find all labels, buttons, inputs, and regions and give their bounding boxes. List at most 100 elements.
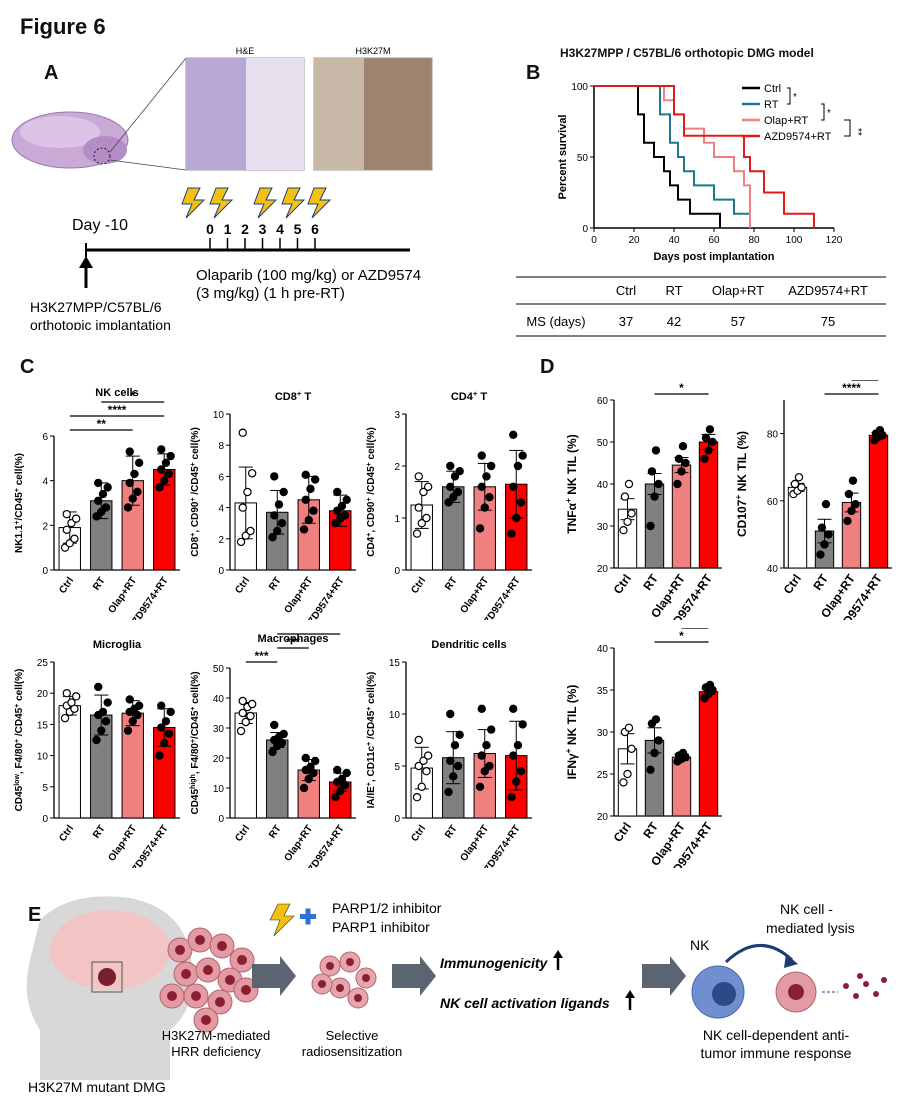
data-point bbox=[485, 492, 494, 502]
immunogenicity-text: Immunogenicity bbox=[440, 955, 549, 971]
y-tick-label: 0 bbox=[582, 224, 588, 235]
survival-line-rt bbox=[594, 85, 751, 228]
x-tick-label: 120 bbox=[826, 235, 843, 246]
data-point bbox=[414, 761, 423, 771]
cell-debris bbox=[843, 973, 887, 999]
data-point bbox=[446, 709, 455, 719]
data-point bbox=[310, 475, 320, 484]
data-point bbox=[336, 786, 345, 796]
chart-title: Dendritic cells bbox=[431, 639, 506, 651]
day-number: 5 bbox=[294, 221, 302, 237]
data-point bbox=[62, 509, 71, 519]
category-label: RT bbox=[640, 571, 661, 593]
bolt-icon bbox=[181, 187, 206, 219]
category-label: RT bbox=[267, 823, 284, 840]
data-point bbox=[654, 479, 663, 489]
response-line2: tumor immune response bbox=[701, 1045, 852, 1061]
y-tick-label: 20 bbox=[37, 689, 49, 700]
data-point bbox=[299, 783, 309, 793]
cd4-t-chart: CD4+ T 0 1 2 3 CD4+, CD90+ /CD45+ cell(%) Ctrl… bbox=[366, 389, 532, 620]
up-arrow-icon bbox=[625, 990, 635, 1010]
head-illustration bbox=[26, 896, 193, 1080]
sig-ctrl-rt bbox=[787, 87, 791, 105]
y-axis-label: CD45low, F4/80+ /CD45+ cell(%) bbox=[14, 669, 26, 812]
data-point bbox=[705, 680, 715, 690]
data-point bbox=[619, 778, 628, 787]
data-point bbox=[516, 498, 526, 507]
data-point bbox=[512, 777, 521, 786]
y-tick-label: 1 bbox=[394, 514, 400, 525]
bar-ctrl bbox=[58, 705, 81, 819]
data-point bbox=[423, 751, 433, 760]
sig-label: * bbox=[679, 629, 684, 643]
y-tick-label: 50 bbox=[577, 153, 589, 164]
data-point bbox=[518, 451, 527, 460]
data-point bbox=[270, 720, 279, 730]
y-tick-label: 20 bbox=[597, 564, 609, 575]
arrow-icon-1 bbox=[252, 956, 296, 996]
data-point bbox=[513, 461, 523, 471]
chart-title: NK cells bbox=[95, 387, 138, 399]
category-label: Ctrl bbox=[57, 575, 76, 596]
data-point bbox=[157, 445, 166, 454]
y-axis-label: IFNγ+ NK TIL (%) bbox=[563, 685, 579, 780]
bolt-icon bbox=[281, 187, 306, 219]
data-point bbox=[674, 454, 684, 464]
y-tick-label: 0 bbox=[42, 566, 48, 577]
data-point bbox=[455, 466, 464, 476]
data-point bbox=[70, 534, 79, 543]
y-tick-label: 2 bbox=[218, 535, 224, 546]
data-point bbox=[238, 696, 247, 706]
category-label: Ctrl bbox=[233, 823, 252, 844]
data-point bbox=[477, 482, 486, 492]
data-point bbox=[509, 482, 518, 492]
data-point bbox=[166, 707, 175, 717]
bar-ctrl bbox=[787, 486, 808, 569]
category-label: Olap+RT bbox=[106, 823, 139, 863]
y-axis-label: CD8+, CD90+ /CD45+ cell(%) bbox=[190, 427, 202, 557]
data-point bbox=[821, 499, 831, 509]
data-point bbox=[340, 511, 350, 520]
response-line1: NK cell-dependent anti- bbox=[703, 1027, 850, 1043]
data-point bbox=[844, 489, 854, 499]
y-tick-label: 50 bbox=[597, 438, 609, 449]
parp1-text: PARP1 inhibitor bbox=[332, 919, 430, 935]
bar-azd9574-rt bbox=[868, 434, 889, 569]
x-tick-label: 20 bbox=[628, 235, 640, 246]
sig-rt-olap bbox=[821, 103, 825, 121]
data-point bbox=[419, 487, 428, 497]
data-point bbox=[477, 451, 486, 460]
data-point bbox=[794, 473, 804, 482]
data-point bbox=[847, 506, 856, 516]
up-arrow-icon bbox=[553, 950, 563, 970]
y-axis-label: CD4+, CD90+ /CD45+ cell(%) bbox=[366, 427, 378, 557]
lysis-line2: mediated lysis bbox=[766, 920, 855, 936]
sig-label: **** bbox=[108, 403, 127, 417]
bolt-icon bbox=[253, 187, 278, 219]
data-point bbox=[678, 441, 688, 451]
data-point bbox=[157, 701, 166, 710]
y-tick-label: 10 bbox=[389, 710, 401, 721]
panel-c-letter: C bbox=[20, 356, 35, 378]
data-point bbox=[155, 483, 164, 492]
legend-label: Ctrl bbox=[764, 83, 781, 95]
data-point bbox=[509, 704, 518, 714]
data-point bbox=[270, 511, 279, 520]
he-label: H&E bbox=[236, 46, 255, 56]
data-point bbox=[820, 540, 829, 549]
data-point bbox=[160, 476, 169, 485]
data-point bbox=[651, 715, 661, 724]
data-point bbox=[62, 688, 71, 698]
category-label: RT bbox=[640, 819, 661, 841]
data-point bbox=[516, 766, 526, 776]
data-point bbox=[816, 550, 825, 559]
category-label: Olap+RT bbox=[282, 575, 315, 615]
survival-line-olap-rt bbox=[594, 85, 751, 228]
y-tick-label: 60 bbox=[597, 396, 609, 407]
data-point bbox=[161, 458, 171, 468]
survival-line-azd9574-rt bbox=[594, 85, 815, 228]
data-point bbox=[67, 698, 76, 707]
y-tick-label: 35 bbox=[597, 686, 609, 697]
data-point bbox=[134, 458, 144, 468]
